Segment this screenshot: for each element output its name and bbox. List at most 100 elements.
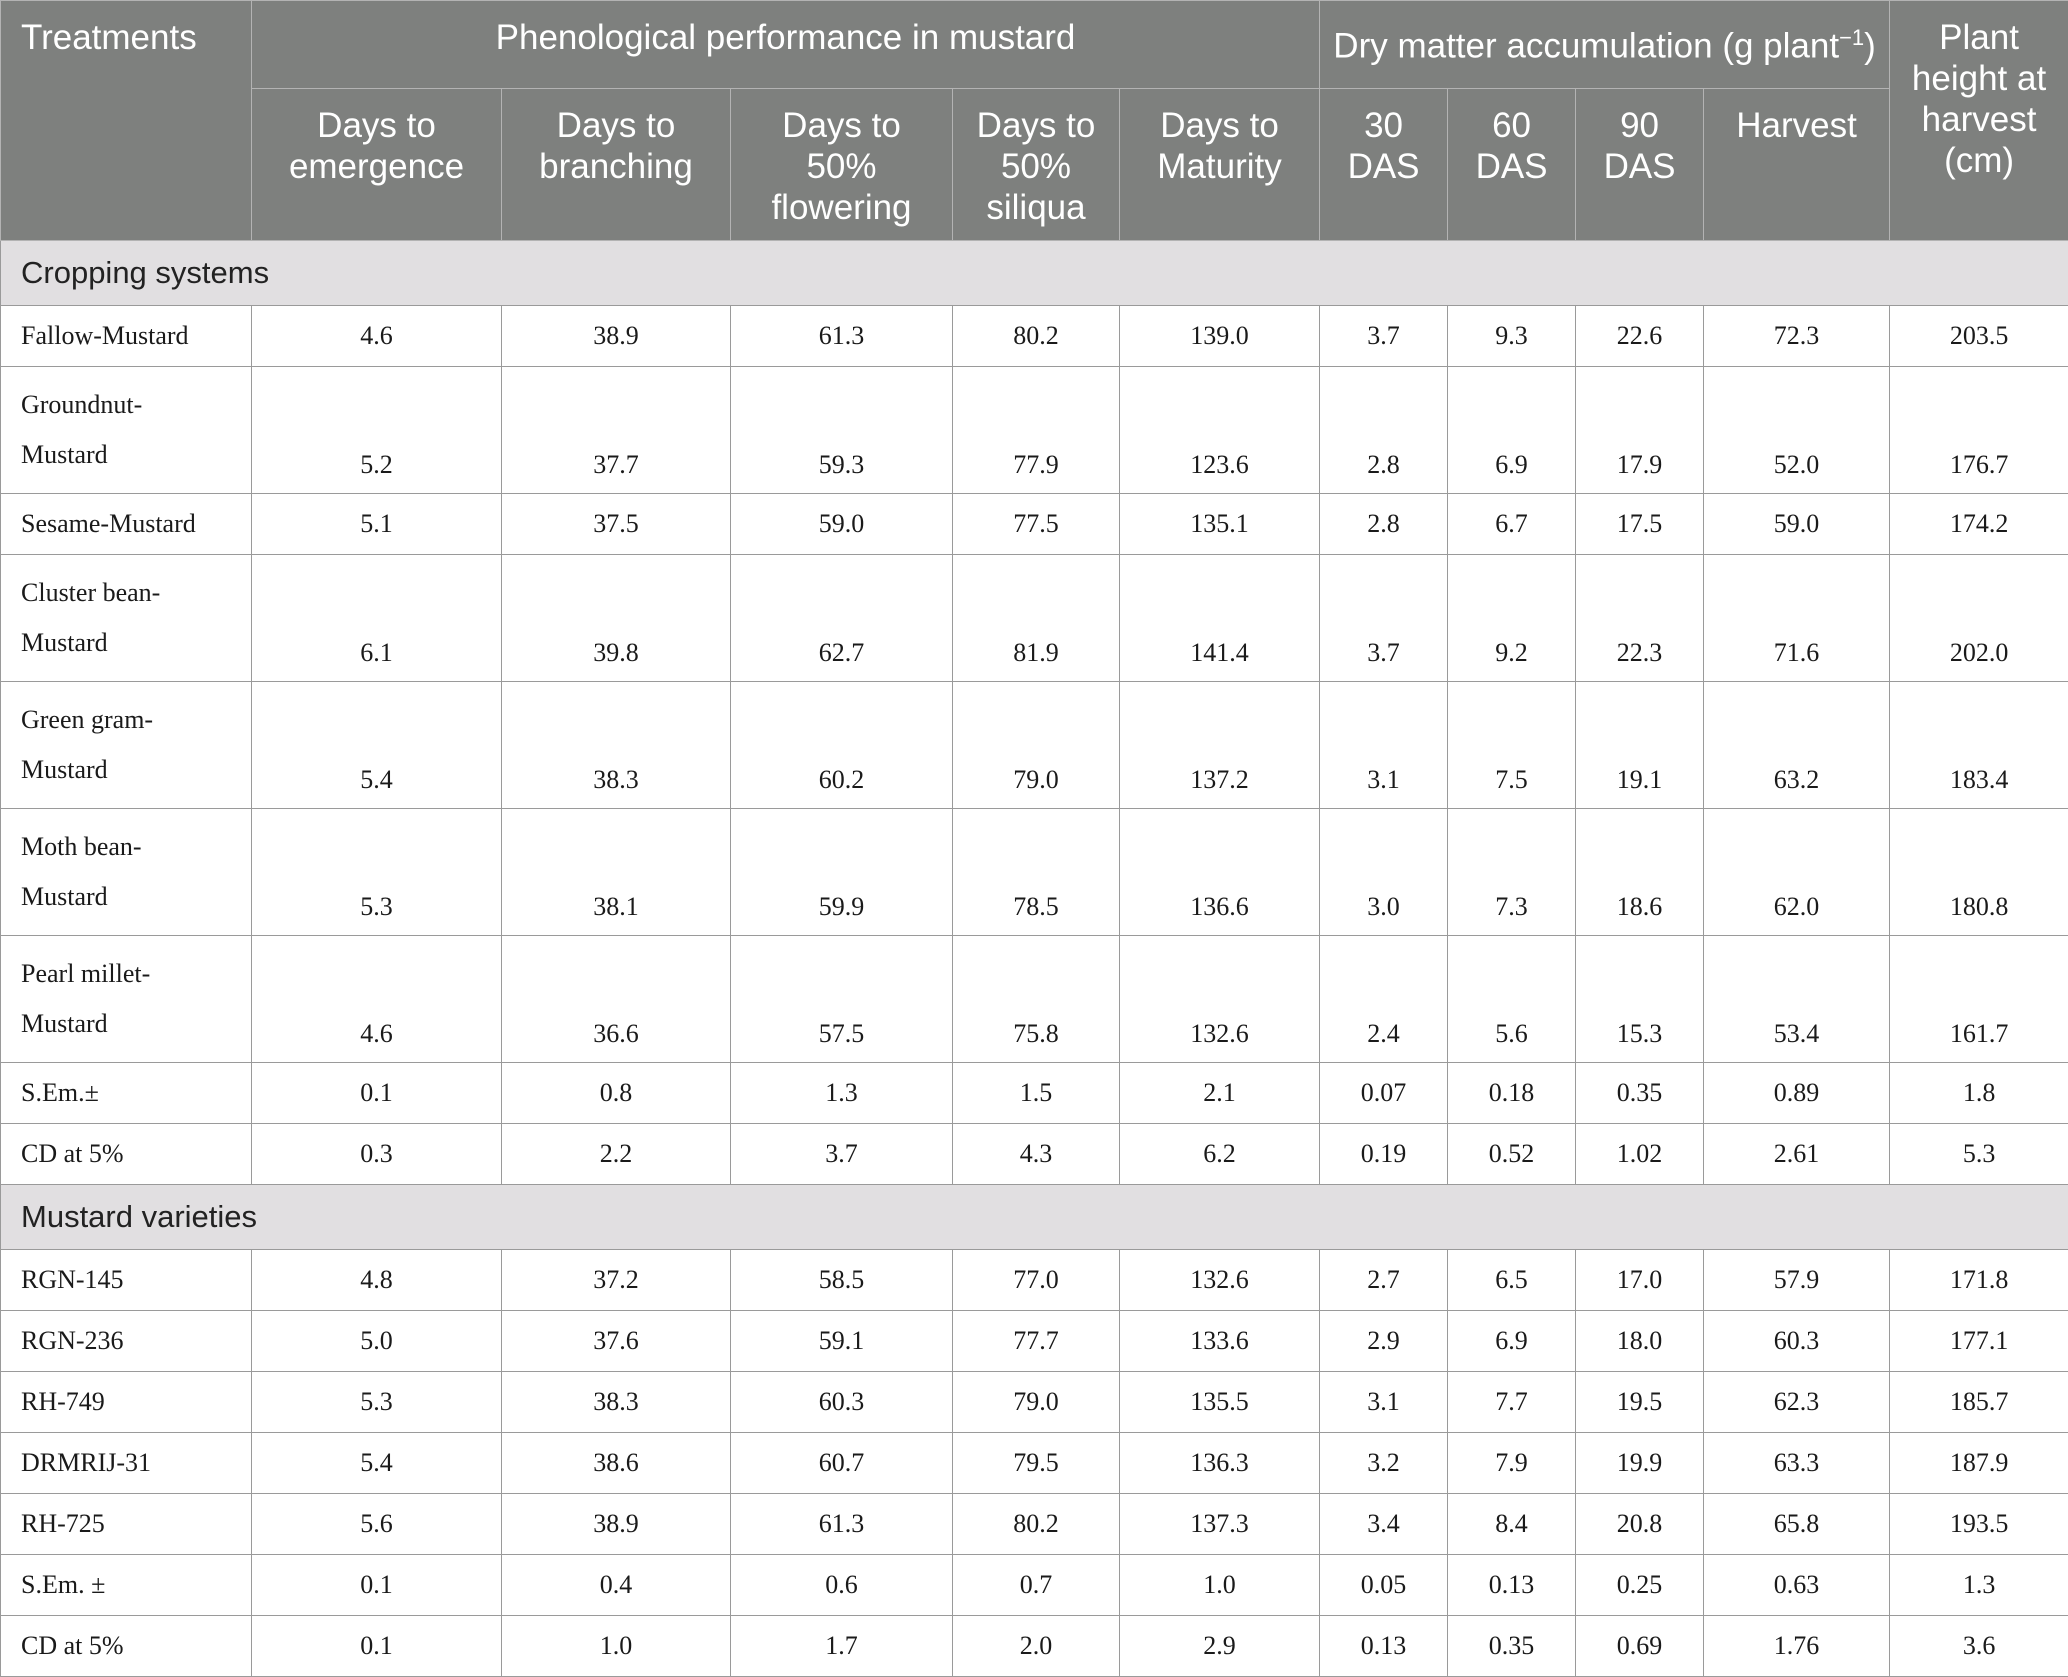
value-cell: 0.1 bbox=[252, 1555, 502, 1616]
value-cell: 3.6 bbox=[1890, 1616, 2068, 1677]
value-cell: 37.7 bbox=[502, 367, 731, 494]
value-cell: 0.19 bbox=[1320, 1124, 1448, 1185]
value-cell: 59.0 bbox=[1704, 494, 1890, 555]
value-cell: 60.7 bbox=[731, 1433, 953, 1494]
value-cell: 4.6 bbox=[252, 306, 502, 367]
value-cell: 38.3 bbox=[502, 1372, 731, 1433]
value-cell: 72.3 bbox=[1704, 306, 1890, 367]
value-cell: 0.7 bbox=[953, 1555, 1120, 1616]
value-cell: 1.0 bbox=[1120, 1555, 1320, 1616]
value-cell: 6.7 bbox=[1448, 494, 1576, 555]
value-cell: 17.9 bbox=[1576, 367, 1704, 494]
header-90-das: 90 DAS bbox=[1576, 89, 1704, 241]
value-cell: 19.9 bbox=[1576, 1433, 1704, 1494]
value-cell: 5.0 bbox=[252, 1311, 502, 1372]
header-days-flowering: Days to 50% flowering bbox=[731, 89, 953, 241]
value-cell: 62.7 bbox=[731, 555, 953, 682]
value-cell: 59.9 bbox=[731, 809, 953, 936]
value-cell: 20.8 bbox=[1576, 1494, 1704, 1555]
header-days-emergence: Days to emergence bbox=[252, 89, 502, 241]
value-cell: 22.6 bbox=[1576, 306, 1704, 367]
row-label: Fallow-Mustard bbox=[1, 306, 252, 367]
section-title: Mustard varieties bbox=[1, 1185, 2068, 1250]
value-cell: 3.1 bbox=[1320, 1372, 1448, 1433]
value-cell: 141.4 bbox=[1120, 555, 1320, 682]
value-cell: 19.1 bbox=[1576, 682, 1704, 809]
row-label: RGN-145 bbox=[1, 1250, 252, 1311]
value-cell: 80.2 bbox=[953, 1494, 1120, 1555]
value-cell: 1.0 bbox=[502, 1616, 731, 1677]
value-cell: 2.8 bbox=[1320, 494, 1448, 555]
value-cell: 0.89 bbox=[1704, 1063, 1890, 1124]
header-dry-matter-text: Dry matter accumulation (g plant bbox=[1333, 27, 1839, 66]
value-cell: 5.6 bbox=[1448, 936, 1576, 1063]
value-cell: 6.9 bbox=[1448, 1311, 1576, 1372]
value-cell: 65.8 bbox=[1704, 1494, 1890, 1555]
table-header: Treatments Phenological performance in m… bbox=[1, 1, 2068, 241]
value-cell: 0.18 bbox=[1448, 1063, 1576, 1124]
value-cell: 9.2 bbox=[1448, 555, 1576, 682]
row-label-line: Mustard bbox=[21, 872, 245, 922]
value-cell: 132.6 bbox=[1120, 936, 1320, 1063]
value-cell: 63.2 bbox=[1704, 682, 1890, 809]
value-cell: 136.3 bbox=[1120, 1433, 1320, 1494]
value-cell: 0.35 bbox=[1576, 1063, 1704, 1124]
value-cell: 38.1 bbox=[502, 809, 731, 936]
row-label-line: Sesame-Mustard bbox=[21, 509, 245, 539]
value-cell: 18.6 bbox=[1576, 809, 1704, 936]
header-plant-height: Plant height at harvest (cm) bbox=[1890, 1, 2068, 241]
value-cell: 79.5 bbox=[953, 1433, 1120, 1494]
value-cell: 19.5 bbox=[1576, 1372, 1704, 1433]
value-cell: 37.6 bbox=[502, 1311, 731, 1372]
row-label: RGN-236 bbox=[1, 1311, 252, 1372]
header-phenological: Phenological performance in mustard bbox=[252, 1, 1320, 89]
row-label: S.Em. ± bbox=[1, 1555, 252, 1616]
section-title: Cropping systems bbox=[1, 241, 2068, 306]
value-cell: 77.9 bbox=[953, 367, 1120, 494]
value-cell: 137.3 bbox=[1120, 1494, 1320, 1555]
row-label-line: DRMRIJ-31 bbox=[21, 1448, 245, 1478]
value-cell: 57.9 bbox=[1704, 1250, 1890, 1311]
value-cell: 6.1 bbox=[252, 555, 502, 682]
value-cell: 185.7 bbox=[1890, 1372, 2068, 1433]
value-cell: 60.2 bbox=[731, 682, 953, 809]
value-cell: 7.3 bbox=[1448, 809, 1576, 936]
value-cell: 0.1 bbox=[252, 1616, 502, 1677]
value-cell: 0.3 bbox=[252, 1124, 502, 1185]
value-cell: 2.7 bbox=[1320, 1250, 1448, 1311]
header-days-branching: Days to branching bbox=[502, 89, 731, 241]
value-cell: 0.52 bbox=[1448, 1124, 1576, 1185]
value-cell: 5.4 bbox=[252, 682, 502, 809]
value-cell: 0.4 bbox=[502, 1555, 731, 1616]
value-cell: 18.0 bbox=[1576, 1311, 1704, 1372]
row-label: Groundnut-Mustard bbox=[1, 367, 252, 494]
value-cell: 62.3 bbox=[1704, 1372, 1890, 1433]
value-cell: 0.13 bbox=[1448, 1555, 1576, 1616]
value-cell: 9.3 bbox=[1448, 306, 1576, 367]
row-label-line: CD at 5% bbox=[21, 1139, 245, 1169]
value-cell: 3.7 bbox=[731, 1124, 953, 1185]
row-label: Pearl millet-Mustard bbox=[1, 936, 252, 1063]
value-cell: 180.8 bbox=[1890, 809, 2068, 936]
value-cell: 7.9 bbox=[1448, 1433, 1576, 1494]
value-cell: 0.13 bbox=[1320, 1616, 1448, 1677]
row-label-line: RGN-145 bbox=[21, 1265, 245, 1295]
value-cell: 7.7 bbox=[1448, 1372, 1576, 1433]
value-cell: 161.7 bbox=[1890, 936, 2068, 1063]
value-cell: 3.7 bbox=[1320, 555, 1448, 682]
value-cell: 62.0 bbox=[1704, 809, 1890, 936]
value-cell: 132.6 bbox=[1120, 1250, 1320, 1311]
value-cell: 59.0 bbox=[731, 494, 953, 555]
